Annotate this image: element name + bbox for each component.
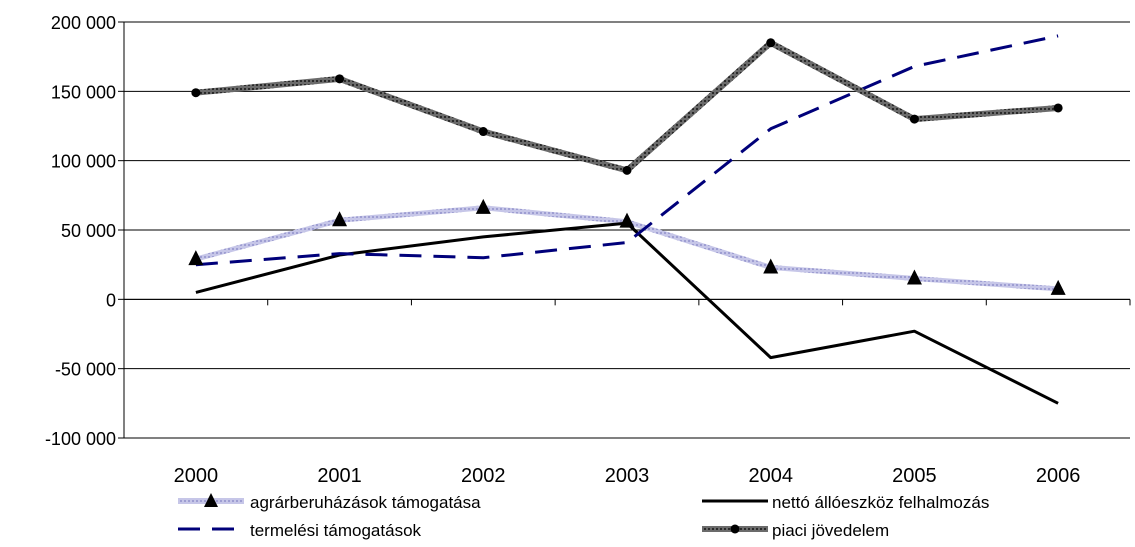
data-point-circle bbox=[191, 88, 201, 98]
legend-triangle-marker-icon bbox=[204, 493, 218, 507]
y-tick-label: -50 000 bbox=[55, 360, 116, 380]
legend-item-piaci-jovedelem: piaci jövedelem bbox=[702, 521, 889, 540]
data-point-triangle bbox=[619, 212, 635, 228]
data-point-circle bbox=[766, 38, 776, 48]
x-tick-label: 2005 bbox=[892, 465, 937, 487]
legend-item-netto-alloeszkoz: nettó állóeszköz felhalmozás bbox=[702, 493, 989, 512]
y-axis-tick-labels: 200 000 150 000 100 000 50 000 0 -50 000 -100 … bbox=[45, 13, 116, 449]
data-point-circle bbox=[622, 165, 632, 175]
x-tick-label: 2004 bbox=[748, 465, 793, 487]
legend-label-agrarberuhazasok: agrárberuházások támogatása bbox=[250, 493, 481, 512]
y-tick-label: 200 000 bbox=[51, 13, 116, 33]
y-tick-label: 100 000 bbox=[51, 152, 116, 172]
legend-label-netto-alloeszkoz: nettó állóeszköz felhalmozás bbox=[772, 493, 989, 512]
legend-label-termelesi: termelési támogatások bbox=[250, 521, 422, 540]
legend-item-termelesi: termelési támogatások bbox=[178, 521, 422, 540]
data-point-circle bbox=[1053, 103, 1063, 113]
axes bbox=[118, 21, 1131, 439]
y-tick-label: -100 000 bbox=[45, 429, 116, 449]
data-point-triangle bbox=[763, 258, 779, 274]
series-layer bbox=[188, 34, 1066, 405]
y-tick-label: 150 000 bbox=[51, 82, 116, 102]
y-tick-label: 0 bbox=[106, 290, 116, 310]
y-tick-label: 50 000 bbox=[61, 221, 116, 241]
legend-item-agrarberuhazasok: agrárberuházások támogatása bbox=[178, 493, 481, 512]
data-point-triangle bbox=[1050, 279, 1066, 295]
series-line bbox=[195, 221, 1059, 405]
x-axis-tick-labels: 2000 2001 2002 2003 2004 2005 2006 bbox=[174, 465, 1081, 487]
data-point-triangle bbox=[475, 198, 491, 214]
data-point-triangle bbox=[332, 211, 348, 227]
data-point-circle bbox=[478, 127, 488, 137]
legend-circle-marker-icon bbox=[730, 524, 740, 534]
data-point-circle bbox=[909, 114, 919, 124]
x-tick-label: 2002 bbox=[461, 465, 506, 487]
legend: agrárberuházások támogatása nettó állóes… bbox=[178, 493, 989, 540]
series-line bbox=[195, 34, 1059, 267]
x-tick-label: 2006 bbox=[1036, 465, 1081, 487]
x-tick-label: 2000 bbox=[174, 465, 219, 487]
data-point-triangle bbox=[906, 269, 922, 285]
legend-label-piaci-jovedelem: piaci jövedelem bbox=[772, 521, 889, 540]
data-point-circle bbox=[335, 74, 345, 84]
x-tick-label: 2003 bbox=[605, 465, 650, 487]
data-point-triangle bbox=[188, 250, 204, 266]
x-tick-label: 2001 bbox=[317, 465, 362, 487]
